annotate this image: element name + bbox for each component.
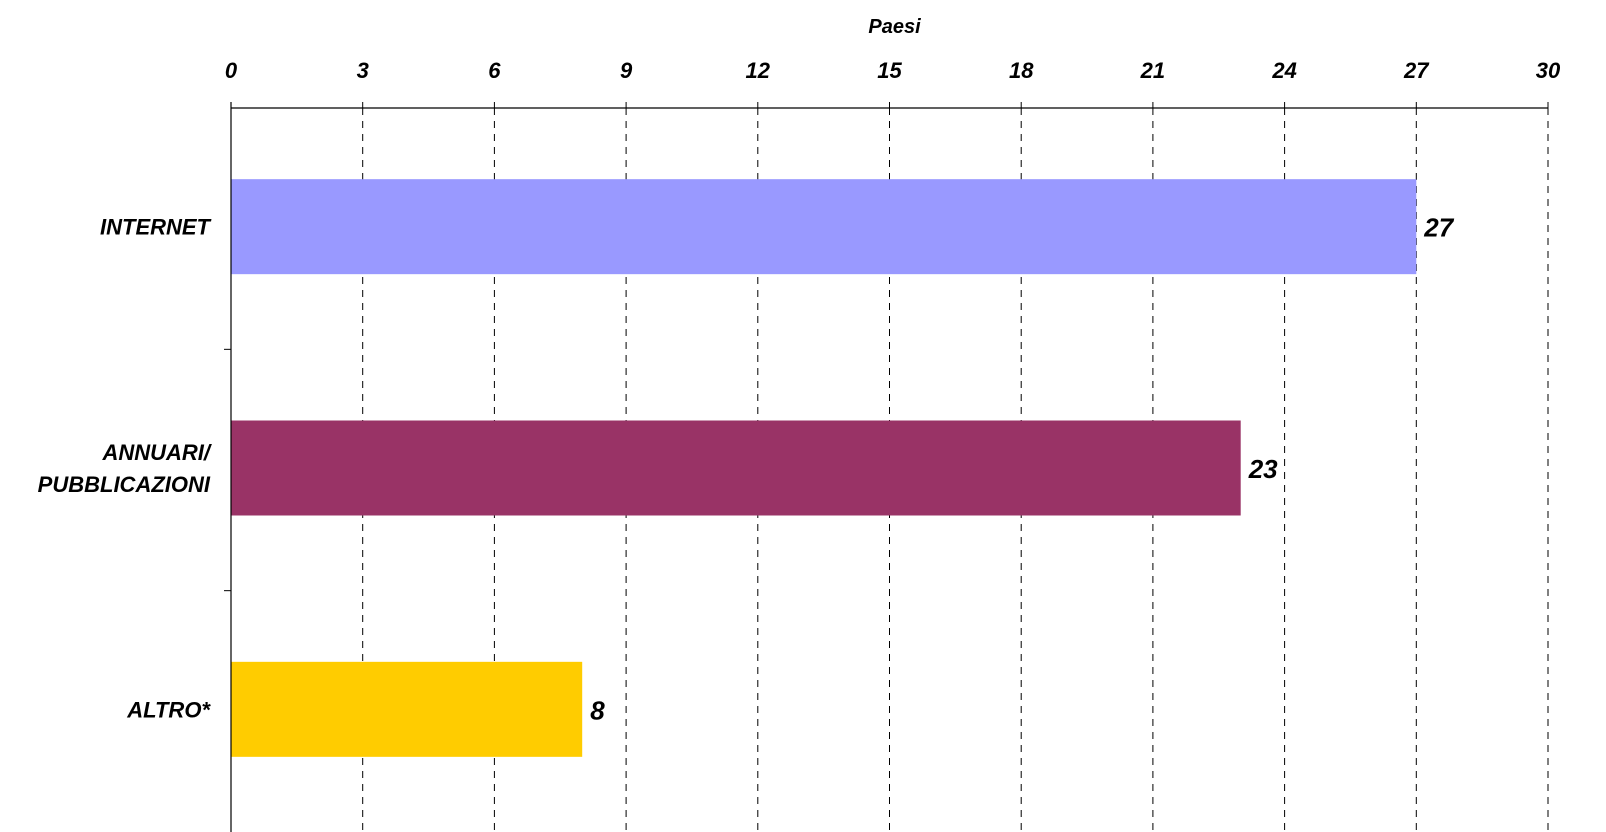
x-tick-label: 24 — [1271, 58, 1296, 83]
bars — [231, 179, 1417, 757]
x-tick-label: 9 — [620, 58, 633, 83]
data-label: 27 — [1423, 213, 1454, 243]
category-label: INTERNET — [100, 215, 212, 240]
data-label: 23 — [1248, 454, 1278, 484]
x-tick-label: 0 — [225, 58, 238, 83]
data-label: 8 — [590, 695, 605, 725]
category-label: ALTRO* — [126, 697, 211, 722]
x-tick-label: 18 — [1009, 58, 1034, 83]
y-axis-ticks — [224, 348, 231, 592]
x-axis-ticks: 0 3 6 9 12 15 18 21 24 27 30 — [225, 58, 1561, 108]
x-tick-label: 21 — [1140, 58, 1165, 83]
x-tick-label: 3 — [357, 58, 369, 83]
bar — [231, 420, 1241, 516]
category-labels: INTERNET ANNUARI/PUBBLICAZIONI ALTRO* — [38, 215, 213, 723]
x-axis-title: Paesi — [868, 16, 921, 38]
x-tick-label: 27 — [1403, 58, 1430, 83]
x-tick-label: 15 — [877, 58, 902, 83]
category-label-line: INTERNET — [100, 215, 212, 240]
bar — [231, 661, 583, 757]
x-tick-label: 30 — [1536, 58, 1561, 83]
x-tick-label: 12 — [746, 58, 771, 83]
bar — [231, 179, 1417, 275]
x-tick-label: 6 — [488, 58, 501, 83]
category-label-line: ALTRO* — [126, 697, 211, 722]
category-label-line: ANNUARI/ — [101, 440, 212, 465]
category-label: ANNUARI/PUBBLICAZIONI — [38, 440, 213, 497]
data-labels: 27 23 8 — [590, 213, 1455, 726]
category-label-line: PUBBLICAZIONI — [38, 472, 211, 497]
